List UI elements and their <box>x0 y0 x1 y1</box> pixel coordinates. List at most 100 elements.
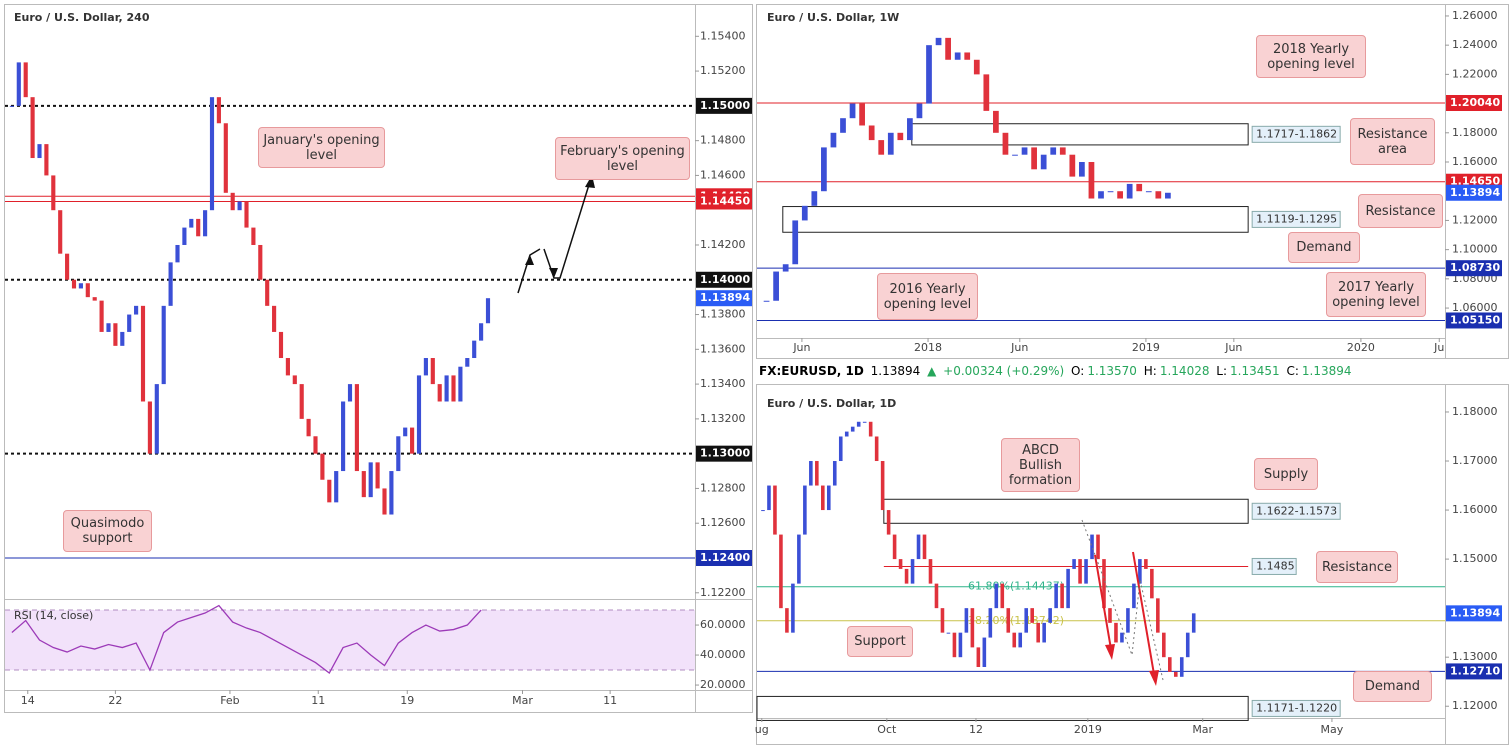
y-tick-label: 1.06000 <box>1452 301 1498 314</box>
candle <box>1156 598 1160 633</box>
price-tag <box>696 271 752 288</box>
y-tick-label: 1.14800 <box>700 134 746 147</box>
x-tick-label: 2019 <box>1074 723 1102 736</box>
candle <box>92 297 97 301</box>
rsi-line <box>11 604 482 675</box>
arrow-head <box>525 255 534 265</box>
candle <box>1155 191 1162 199</box>
candle <box>1066 568 1070 609</box>
candle <box>922 534 927 560</box>
candle <box>1096 534 1100 560</box>
candle <box>1048 608 1052 623</box>
y-tick-label: 1.17000 <box>1452 454 1498 467</box>
zone <box>883 498 1249 524</box>
x-tick-label: 22 <box>108 694 122 707</box>
candle <box>1059 147 1066 155</box>
candle <box>416 375 422 454</box>
zone-label-box <box>1251 125 1341 143</box>
price-tag-label: 1.13894 <box>1450 606 1500 619</box>
candle <box>334 471 339 503</box>
y-tick-label: 1.15000 <box>1452 552 1498 565</box>
y-tick-label: 20.0000 <box>700 678 746 691</box>
low-label: L: <box>1216 364 1228 378</box>
candle <box>1021 147 1028 155</box>
y-tick-label: 1.12000 <box>1452 213 1498 226</box>
price-tag-label: 1.13000 <box>700 447 750 460</box>
candle <box>341 401 346 472</box>
candle <box>1162 632 1166 658</box>
x-tick-label: 14 <box>21 694 35 707</box>
x-tick-label: Ju <box>1433 341 1444 354</box>
x-tick-label: 2018 <box>914 341 942 354</box>
price-tag-label: 1.15000 <box>700 99 750 112</box>
candle <box>458 366 463 402</box>
candle <box>65 253 70 280</box>
candle <box>945 37 951 60</box>
candle <box>1191 613 1196 633</box>
candle <box>791 583 795 633</box>
candle <box>773 485 777 535</box>
arrow-head <box>1149 670 1159 686</box>
candle <box>1114 622 1118 643</box>
candle <box>1126 608 1130 633</box>
y-tick-label: 1.12200 <box>700 586 746 599</box>
candle <box>251 227 256 245</box>
arrow-head <box>549 268 558 278</box>
candle <box>1078 559 1082 584</box>
candle <box>1126 183 1133 199</box>
candle <box>898 559 903 569</box>
candle <box>868 421 873 437</box>
marks: 1.15400 1.15200 1.14800 1.14600 1.14200 1.138… <box>5 9 1502 736</box>
callout: 2018 Yearly opening level <box>1256 35 1366 78</box>
candle <box>85 283 90 298</box>
candle <box>785 608 789 633</box>
candle <box>916 534 921 560</box>
candle <box>196 218 201 237</box>
price-tag <box>1446 605 1502 622</box>
candle <box>313 436 318 454</box>
candle <box>844 431 849 437</box>
candle <box>410 427 415 454</box>
candle <box>1150 568 1154 599</box>
candle <box>140 305 146 402</box>
callout: Supply <box>1254 458 1318 490</box>
candle <box>1079 162 1085 177</box>
candle <box>1088 162 1095 199</box>
y-tick-label: 1.16000 <box>1452 155 1498 168</box>
price-tag-label: 1.13894 <box>1450 186 1500 199</box>
zone-label: 1.1622-1.1573 <box>1256 504 1337 517</box>
callout: February's opening level <box>555 137 690 180</box>
candle <box>1145 191 1152 193</box>
arrow <box>517 248 541 294</box>
arrow-head <box>1105 644 1115 660</box>
y-tick-label: 1.10000 <box>1452 243 1498 256</box>
rsi-band <box>5 610 695 671</box>
candle <box>23 62 28 98</box>
candle <box>773 271 779 301</box>
candle <box>1117 191 1123 199</box>
candle <box>926 45 932 104</box>
candle <box>37 144 42 159</box>
candle <box>910 559 915 584</box>
x-tick-label: Jun <box>792 341 810 354</box>
close: 1.13894 <box>1301 364 1352 378</box>
x-tick-label: ug <box>755 723 769 736</box>
candle <box>868 125 875 141</box>
chart-title: RSI (14, close) <box>14 609 93 622</box>
candle <box>988 608 993 638</box>
candle <box>1006 608 1011 633</box>
candle <box>1132 583 1136 609</box>
price-tag-label: 1.12400 <box>700 551 750 564</box>
candle <box>1040 154 1047 170</box>
candle <box>389 471 394 515</box>
y-tick-label: 60.0000 <box>700 618 746 631</box>
candle <box>472 340 477 359</box>
price-tag-label: 1.14650 <box>1450 175 1500 188</box>
candle <box>120 331 125 346</box>
candle <box>763 300 770 302</box>
callout: Quasimodo support <box>63 510 152 552</box>
panel-frame <box>4 4 753 713</box>
arrow <box>1094 554 1113 656</box>
candle <box>993 110 999 133</box>
candle <box>1165 192 1171 199</box>
